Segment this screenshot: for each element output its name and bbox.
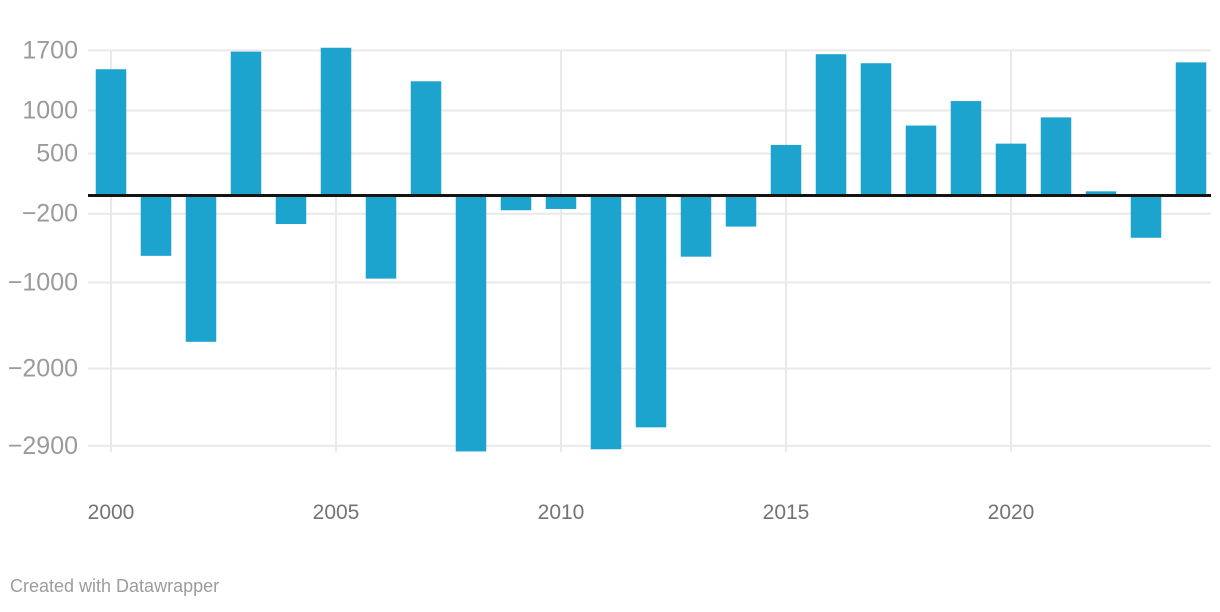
bar bbox=[590, 196, 622, 450]
chart-footer: Created with Datawrapper bbox=[10, 575, 219, 597]
bar-chart: 1700 1000 500 −200 −1000 −2000 −2900 2000 2005 20… bbox=[8, 36, 1211, 524]
bar bbox=[1130, 196, 1162, 238]
bar bbox=[410, 81, 442, 197]
y-tick-label: 1000 bbox=[22, 97, 78, 125]
y-tick-label: −2900 bbox=[8, 432, 78, 460]
datawrapper-attribution-link[interactable]: Created with Datawrapper bbox=[10, 576, 220, 596]
bar bbox=[995, 143, 1027, 197]
bar bbox=[320, 47, 352, 197]
bar bbox=[1085, 191, 1117, 197]
bar bbox=[455, 196, 487, 452]
bar bbox=[1040, 117, 1072, 197]
bar bbox=[815, 54, 847, 197]
bar bbox=[95, 69, 127, 197]
bar bbox=[860, 63, 892, 197]
x-tick-label: 2000 bbox=[88, 501, 135, 524]
y-tick-label: 500 bbox=[36, 140, 78, 168]
x-tick-label: 2015 bbox=[763, 501, 810, 524]
bar bbox=[905, 125, 937, 197]
bar bbox=[950, 101, 982, 197]
y-tick-label: 1700 bbox=[22, 36, 78, 64]
bar bbox=[770, 144, 802, 197]
bar bbox=[545, 196, 577, 209]
bar bbox=[500, 196, 532, 211]
bar bbox=[230, 51, 262, 197]
bar bbox=[365, 196, 397, 279]
y-tick-label: −2000 bbox=[8, 354, 78, 382]
y-tick-label: −1000 bbox=[8, 268, 78, 296]
x-tick-label: 2010 bbox=[538, 501, 585, 524]
y-tick-label: −200 bbox=[22, 200, 78, 228]
bar bbox=[1175, 62, 1207, 197]
bar bbox=[185, 196, 217, 342]
bar bbox=[680, 196, 712, 257]
bar bbox=[140, 196, 172, 256]
x-tick-label: 2005 bbox=[313, 501, 360, 524]
x-tick-label: 2020 bbox=[988, 501, 1035, 524]
bar bbox=[725, 196, 757, 227]
bar bbox=[275, 196, 307, 225]
bar bbox=[635, 196, 667, 428]
